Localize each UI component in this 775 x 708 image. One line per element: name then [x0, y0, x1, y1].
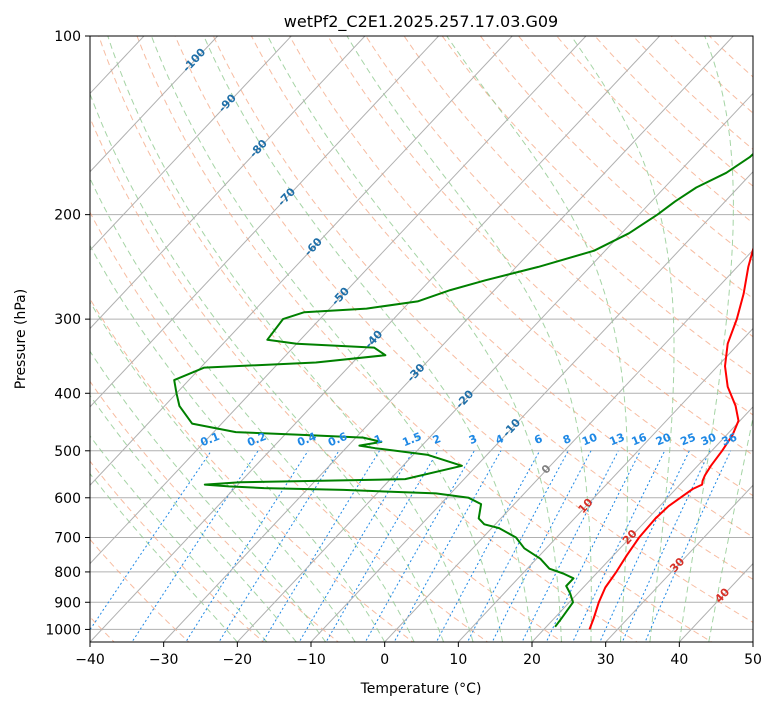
isotherm-line — [90, 36, 219, 173]
mixing-ratio-label: 13 — [607, 431, 626, 449]
mixing-ratio-label: 16 — [630, 431, 649, 449]
x-tick-label: −30 — [149, 652, 179, 668]
isotherm-line — [383, 249, 753, 642]
isotherm-line — [90, 36, 513, 486]
y-tick-label: 200 — [54, 208, 81, 224]
moist-adiabat-line — [90, 177, 415, 642]
dewpoint-profile-line — [173, 152, 753, 628]
y-tick-label: 500 — [54, 444, 81, 460]
dry-adiabat-line — [327, 36, 753, 456]
dry-adiabat-line — [289, 36, 753, 497]
mixing-ratio-line — [131, 450, 259, 642]
moist-adiabat-line — [267, 36, 562, 642]
mixing-ratio-line — [218, 450, 340, 642]
temperature-profile-line — [588, 245, 753, 630]
mixing-ratio-line — [572, 450, 666, 642]
dry-adiabat-line — [250, 36, 753, 538]
moist-adiabat-line — [446, 36, 629, 642]
chart-title: wetPf2_C2E1.2025.257.17.03.G09 — [284, 12, 558, 32]
axes: −40 −30 −20 −10 0 10 20 30 40 50 100 200 300 400 500 60… — [45, 29, 762, 668]
mixing-ratio-label: 3 — [467, 432, 479, 447]
moist-adiabat-line — [203, 36, 533, 642]
moist-adiabat-line — [570, 36, 675, 642]
mixing-ratio-line — [491, 450, 592, 642]
x-tick-label: 50 — [744, 652, 762, 668]
isotherms — [90, 36, 753, 642]
y-axis-label: Pressure (hPa) — [13, 289, 29, 389]
isotherm-line — [236, 92, 753, 642]
mixing-ratio-line — [621, 450, 711, 642]
mixing-ratio-line — [298, 450, 414, 642]
isotherm-line — [90, 36, 440, 408]
x-tick-label: 30 — [597, 652, 615, 668]
mixing-ratio-line — [393, 450, 502, 642]
mixing-ratio-line — [521, 450, 619, 642]
mixing-ratio-line — [262, 450, 380, 642]
mixing-ratio-label: 36 — [720, 431, 739, 449]
isotherm-line — [162, 36, 734, 642]
plot-frame — [89, 35, 754, 643]
mixing-ratio-label: 1 — [372, 432, 384, 447]
mixing-ratio-label: 30 — [699, 431, 718, 449]
dry-adiabat-line — [365, 36, 753, 416]
mixing-ratio-label: 10 — [580, 431, 599, 449]
x-tick-label: 0 — [380, 652, 389, 668]
x-tick-label: 20 — [523, 652, 541, 668]
y-tick-label: 100 — [54, 29, 81, 45]
moist-adiabat-line — [708, 415, 753, 642]
x-tick-label: −40 — [75, 652, 105, 668]
dry-adiabat-line — [90, 380, 340, 642]
x-axis-label: Temperature (°C) — [360, 681, 482, 697]
mixing-ratio-label: 25 — [679, 431, 698, 449]
mixing-ratio-line — [185, 450, 309, 642]
dry-adiabat-line — [98, 36, 638, 642]
dry-adiabat-line — [174, 36, 753, 624]
mixing-ratio-label: 8 — [561, 432, 573, 447]
dry-adiabat-line — [90, 116, 564, 642]
moist-adiabat-line — [90, 350, 327, 642]
isotherm-line — [90, 36, 661, 642]
mixing-ratio-lines — [90, 450, 732, 642]
moist-adiabat-line — [90, 394, 297, 642]
y-tick-label: 900 — [54, 595, 81, 611]
y-tick-label: 700 — [54, 531, 81, 547]
x-tick-label: −20 — [223, 652, 253, 668]
mixing-ratio-line — [325, 450, 439, 642]
dry-adiabat-line — [90, 538, 190, 642]
dry-adiabat-line — [136, 36, 713, 642]
y-tick-label: 300 — [54, 312, 81, 328]
isotherm-line — [90, 36, 587, 565]
y-tick-label: 1000 — [45, 622, 81, 638]
x-tick-label: −10 — [296, 652, 326, 668]
dry-adiabat-line — [90, 460, 265, 642]
mixing-ratio-line — [90, 450, 212, 631]
y-tick-label: 600 — [54, 491, 81, 507]
x-tick-label: 10 — [449, 652, 467, 668]
moist-adiabat-line — [150, 36, 503, 642]
moist-adiabat-line — [90, 244, 386, 642]
isotherm-line — [310, 171, 753, 642]
moist-adiabat-line — [678, 36, 734, 642]
moist-adiabats — [90, 36, 753, 642]
x-tick-label: 40 — [670, 652, 688, 668]
moist-adiabat-line — [346, 36, 592, 642]
moist-adiabat-line — [90, 92, 445, 642]
dry-adiabat-line — [90, 211, 489, 642]
mixing-ratio-line — [599, 450, 690, 642]
isotherm-line — [90, 36, 366, 330]
dry-adiabats — [90, 36, 753, 642]
isotherm-line — [457, 327, 753, 642]
moist-adiabat-line — [107, 36, 474, 642]
mixing-ratio-label: 2 — [431, 432, 443, 447]
mixing-ratio-label: 20 — [654, 431, 673, 449]
profiles — [173, 152, 753, 630]
isotherm-line — [531, 406, 753, 642]
isotherm-line — [604, 484, 753, 642]
dry-adiabat-line — [212, 36, 753, 580]
y-tick-label: 400 — [54, 386, 81, 402]
y-tick-label: 800 — [54, 565, 81, 581]
isotherm-line — [90, 36, 292, 251]
